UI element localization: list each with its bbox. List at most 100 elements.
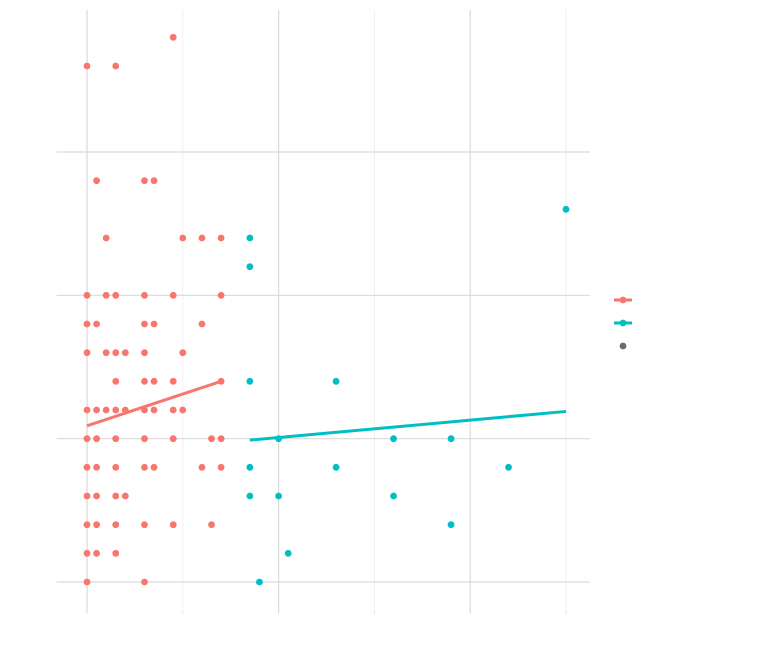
- data-point-red: [83, 463, 91, 471]
- data-point-red: [150, 463, 158, 471]
- data-point-teal: [275, 435, 282, 443]
- data-point-teal: [246, 377, 254, 385]
- data-point-red: [141, 177, 148, 185]
- data-point-red: [141, 578, 148, 586]
- data-point-red: [112, 62, 120, 70]
- data-point-red: [208, 435, 215, 443]
- data-point-red: [83, 320, 91, 328]
- data-point-red: [102, 406, 110, 414]
- data-point-teal: [447, 521, 455, 529]
- legend-key-teal: [614, 319, 632, 327]
- fit-line-teal: [249, 409, 567, 442]
- data-point-red: [179, 234, 187, 242]
- data-point-red: [169, 33, 177, 41]
- data-point-red: [198, 320, 206, 328]
- legend: [614, 296, 632, 350]
- legend-point-red: [619, 296, 627, 304]
- data-point-red: [102, 234, 110, 242]
- data-point-red: [112, 492, 120, 500]
- data-point-red: [112, 406, 120, 414]
- data-point-red: [93, 320, 100, 328]
- data-point-red: [141, 406, 148, 414]
- data-point-red: [121, 349, 129, 357]
- data-point-red: [83, 349, 91, 357]
- data-point-red: [83, 521, 91, 529]
- data-point-red: [141, 463, 148, 471]
- data-point-red: [83, 406, 91, 414]
- data-point-red: [93, 177, 100, 185]
- data-point-red: [93, 492, 100, 500]
- data-point-red: [217, 435, 225, 443]
- data-point-red: [83, 578, 91, 586]
- data-point-red: [93, 521, 100, 529]
- legend-point-teal: [619, 319, 627, 327]
- data-point-red: [83, 435, 91, 443]
- data-point-red: [121, 406, 129, 414]
- data-point-red: [169, 291, 177, 299]
- data-point-red: [150, 177, 158, 185]
- data-point-red: [83, 492, 91, 500]
- data-point-red: [141, 349, 148, 357]
- data-point-red: [169, 406, 177, 414]
- data-point-red: [179, 349, 187, 357]
- legend-key-red: [614, 296, 632, 304]
- data-point-red: [141, 320, 148, 328]
- data-point-red: [93, 435, 100, 443]
- data-point-teal: [246, 234, 254, 242]
- data-point-teal: [284, 549, 292, 557]
- data-point-red: [141, 377, 148, 385]
- data-point-red: [121, 492, 129, 500]
- data-point-teal: [246, 492, 254, 500]
- data-point-red: [217, 291, 225, 299]
- data-point-red: [150, 320, 158, 328]
- data-point-teal: [332, 463, 340, 471]
- legend-point-gray: [619, 342, 627, 350]
- fit-lines: [86, 379, 567, 442]
- data-point-teal: [246, 463, 254, 471]
- data-point-red: [93, 463, 100, 471]
- data-point-red: [169, 521, 177, 529]
- data-point-red: [141, 435, 148, 443]
- legend-key-gray: [619, 342, 627, 350]
- data-point-red: [141, 521, 148, 529]
- data-point-teal: [256, 578, 263, 586]
- data-point-red: [217, 234, 225, 242]
- data-point-red: [102, 349, 110, 357]
- data-point-red: [83, 549, 91, 557]
- fit-line-red: [86, 379, 222, 428]
- data-point-teal: [390, 435, 397, 443]
- data-point-teal: [246, 263, 254, 271]
- data-point-teal: [505, 463, 512, 471]
- data-point-red: [112, 435, 120, 443]
- data-point-red: [150, 377, 158, 385]
- data-point-teal: [332, 377, 340, 385]
- data-point-red: [141, 291, 148, 299]
- data-point-red: [112, 463, 120, 471]
- data-point-red: [208, 521, 215, 529]
- data-point-teal: [562, 205, 570, 213]
- grid-layer: [58, 10, 590, 612]
- data-point-red: [102, 291, 110, 299]
- data-point-red: [179, 406, 187, 414]
- data-point-red: [112, 291, 120, 299]
- data-point-red: [217, 463, 225, 471]
- data-point-red: [83, 291, 91, 299]
- data-point-teal: [390, 492, 397, 500]
- data-point-red: [112, 377, 120, 385]
- data-point-teal: [447, 435, 455, 443]
- axis-layer: [56, 151, 567, 614]
- data-point-teal: [275, 492, 282, 500]
- data-point-red: [112, 521, 120, 529]
- data-point-red: [112, 349, 120, 357]
- data-points: [83, 33, 570, 586]
- data-point-red: [169, 377, 177, 385]
- data-point-red: [217, 377, 225, 385]
- data-point-red: [83, 62, 91, 70]
- data-point-red: [198, 234, 206, 242]
- data-point-red: [169, 435, 177, 443]
- data-point-red: [112, 549, 120, 557]
- data-point-red: [93, 406, 100, 414]
- data-point-red: [198, 463, 206, 471]
- data-point-red: [93, 549, 100, 557]
